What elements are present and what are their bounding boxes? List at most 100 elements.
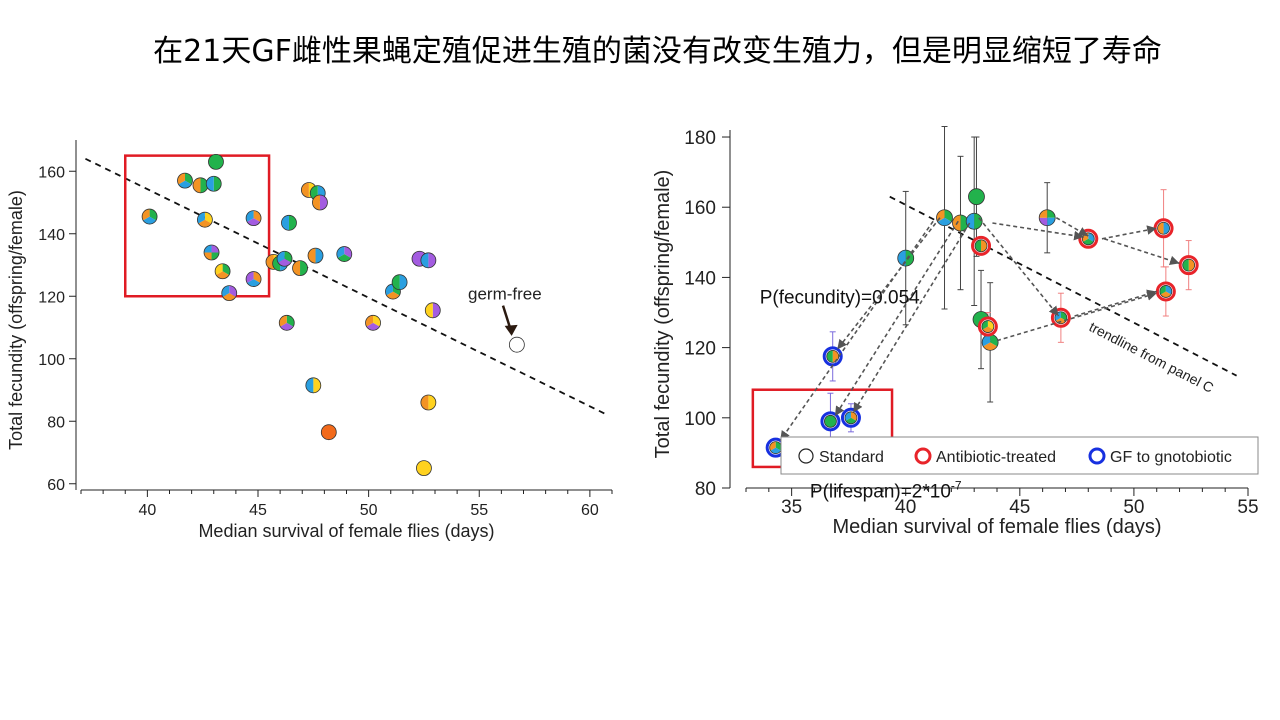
pie-slice	[280, 322, 294, 331]
data-point	[897, 249, 915, 267]
pie-slice	[1047, 209, 1056, 218]
pie-slice	[1047, 217, 1056, 226]
pie-outline	[981, 320, 995, 333]
pie-slice	[337, 254, 351, 262]
data-point	[965, 212, 983, 230]
pie-outline	[245, 210, 262, 227]
data-point	[1038, 209, 1056, 227]
pie-slice	[1182, 259, 1189, 272]
pie-outline	[336, 246, 353, 262]
pie-slice	[1157, 222, 1164, 235]
legend: Standard Antibiotic-treated GF to gnotobio…	[780, 436, 1259, 475]
y-axis-label: Total fecundity (offspring/female)	[652, 170, 674, 459]
data-point	[221, 285, 238, 302]
pie-slice	[320, 424, 337, 441]
pie-outline	[897, 249, 915, 267]
x-tick-label: 40	[895, 497, 916, 518]
trendline	[85, 157, 608, 416]
legend-label: GF to gnotobiotic	[1110, 449, 1232, 466]
data-point	[420, 252, 437, 269]
pie-outline	[965, 212, 983, 230]
data-point	[307, 247, 324, 264]
data-point	[981, 333, 999, 351]
pie-slice	[211, 245, 220, 253]
pie-outline	[281, 214, 297, 231]
pie-slice	[222, 293, 236, 301]
pie-slice	[247, 279, 261, 287]
pie-slice	[319, 195, 328, 210]
pie-outline	[278, 314, 295, 331]
pie-outline	[1157, 221, 1170, 235]
pie-slice	[204, 252, 212, 260]
pie-outline	[307, 247, 324, 264]
pie-slice	[301, 182, 309, 198]
pie-slice	[1163, 222, 1170, 235]
pie-slice	[425, 302, 433, 318]
pie-outline	[245, 271, 262, 287]
transition-arrow	[834, 220, 959, 417]
data-point	[1153, 218, 1174, 239]
pie-slice	[1160, 291, 1172, 298]
transition-arrow	[1055, 217, 1089, 237]
pie-slice	[392, 274, 400, 290]
pie-slice	[1039, 217, 1048, 226]
data-point	[177, 172, 193, 189]
pie-slice	[200, 177, 208, 193]
p-fecundity-label: P(fecundity)=0.054	[760, 288, 920, 309]
transition-arrow	[1103, 238, 1180, 265]
data-point	[391, 274, 408, 291]
legend-item: Standard	[798, 448, 884, 466]
pie-outline	[420, 394, 437, 411]
pie-slice	[420, 252, 429, 268]
y-tick-label: 160	[684, 198, 716, 219]
legend-marker	[914, 447, 932, 465]
transition-arrow	[978, 217, 1060, 317]
data-point	[820, 411, 841, 432]
pie-outline	[1054, 311, 1068, 325]
y-axis-label: Total fecundity (offspring/female)	[6, 190, 26, 450]
pie-slice	[312, 195, 320, 210]
data-point	[416, 460, 432, 477]
pie-outline	[424, 302, 441, 319]
data-point	[765, 437, 786, 458]
pie-outline	[141, 208, 158, 225]
pie-slice	[416, 460, 432, 477]
pie-outline	[221, 285, 238, 302]
x-tick-label: 45	[249, 502, 267, 519]
data-point	[1155, 281, 1176, 302]
legend-marker	[1088, 447, 1106, 465]
data-point	[365, 314, 381, 331]
x-tick-label: 35	[781, 497, 802, 518]
pie-slice	[281, 215, 289, 231]
pie-slice	[399, 274, 408, 290]
pie-slice	[216, 271, 230, 279]
pie-slice	[213, 176, 222, 192]
data-point	[281, 214, 297, 231]
legend-label: Standard	[819, 449, 884, 466]
pie-slice	[315, 248, 324, 264]
pie-slice	[192, 177, 201, 193]
pie-outline	[391, 274, 408, 291]
y-tick-label: 60	[47, 477, 65, 494]
pie-outline	[305, 377, 322, 394]
x-tick-label: 45	[1009, 497, 1030, 518]
fecundity-vs-survival-chart-panel-c: 40 45 50 55 60 60 80 100 120 140 160 Median surviva…	[6, 140, 613, 541]
data-point	[196, 211, 213, 228]
pie-slice	[824, 414, 837, 428]
data-point	[840, 407, 861, 428]
data-point	[320, 424, 337, 441]
pie-slice	[308, 248, 316, 264]
data-point	[292, 260, 308, 277]
y-tick-label: 160	[38, 164, 65, 181]
pie-slice	[826, 350, 833, 363]
pie-outline	[936, 209, 953, 227]
legend-marker	[798, 448, 814, 464]
y-tick-label: 120	[684, 339, 716, 360]
y-tick-label: 80	[695, 479, 716, 500]
data-point	[245, 210, 262, 227]
y-tick-label: 180	[684, 128, 716, 149]
pie-slice	[420, 395, 429, 410]
slide-title: 在21天GF雌性果蝇定殖促进生殖的菌没有改变生殖力，但是明显缩短了寿命	[153, 34, 1162, 69]
p-lifespan-exponent: -7	[951, 478, 962, 492]
